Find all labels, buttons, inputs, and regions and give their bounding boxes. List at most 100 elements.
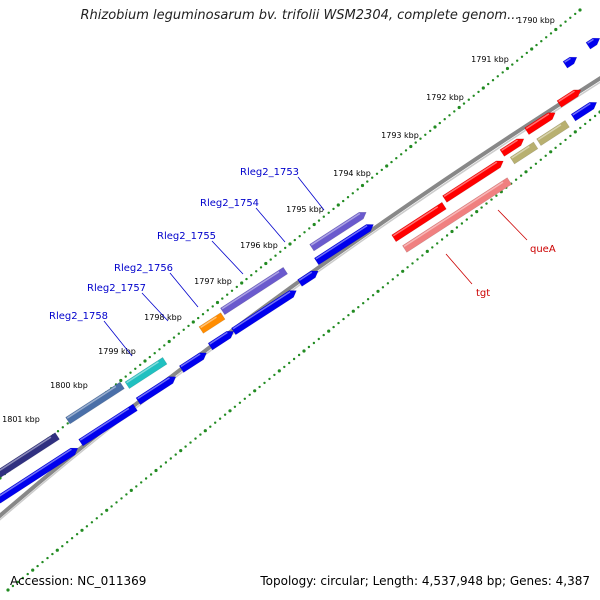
- outer-tick-dot: [255, 270, 258, 273]
- inner-tick-dot: [440, 238, 444, 241]
- outer-tick-dot: [274, 254, 277, 257]
- inner-tick-dot: [31, 568, 35, 572]
- outer-tick-dot: [167, 339, 171, 344]
- outer-tick-dot: [574, 12, 577, 16]
- inner-tick-dot: [61, 545, 64, 548]
- inner-tick-dot: [100, 513, 103, 516]
- outer-tick-dot: [148, 355, 151, 359]
- inner-tick-dot: [544, 154, 547, 157]
- inner-tick-dot: [559, 142, 562, 146]
- outer-tick-dot: [226, 293, 229, 296]
- inner-tick-dot: [534, 162, 538, 165]
- inner-tick-dot: [411, 262, 414, 265]
- outer-tick-dot: [535, 43, 538, 47]
- outer-tick-dot: [187, 324, 190, 328]
- inner-tick-dot: [376, 289, 380, 293]
- inner-tick-dot: [209, 425, 212, 428]
- inner-tick-dot: [164, 461, 168, 464]
- inner-tick-dot: [307, 345, 311, 349]
- outer-tick-dot: [139, 363, 142, 367]
- inner-tick-dot: [421, 254, 424, 257]
- outer-tick-dot: [129, 371, 132, 374]
- inner-tick-dot: [120, 497, 123, 500]
- outer-tick-dot: [477, 90, 480, 94]
- inner-tick-dot: [21, 576, 24, 580]
- gene-feature-inner: [297, 270, 319, 287]
- inner-tick-dot: [135, 485, 138, 488]
- inner-tick-dot: [485, 202, 488, 205]
- inner-tick-dot: [514, 178, 518, 181]
- inner-tick-dot: [297, 353, 301, 357]
- outer-tick-dot: [481, 86, 485, 90]
- inner-tick-dot: [416, 258, 419, 261]
- inner-tick-dot: [46, 556, 49, 560]
- rna-label-leader: [497, 209, 528, 241]
- outer-tick-dot: [250, 274, 253, 277]
- inner-tick-dot: [362, 302, 365, 305]
- inner-tick-dot: [11, 584, 15, 588]
- outer-tick-dot: [191, 320, 195, 324]
- inner-tick-dot: [214, 421, 217, 424]
- outer-tick-dot: [303, 231, 306, 234]
- inner-tick-dot: [179, 449, 183, 453]
- outer-tick-dot: [366, 180, 369, 183]
- outer-tick-dot: [360, 183, 365, 188]
- gene-label-leader: [211, 240, 244, 275]
- outer-tick-dot: [525, 51, 528, 55]
- outer-tick-dot: [158, 348, 161, 351]
- outer-tick-dot: [409, 144, 413, 149]
- outer-tick-dot: [293, 238, 296, 242]
- inner-tick-dot: [6, 588, 10, 592]
- outer-tick-dot: [269, 258, 272, 261]
- outer-tick-dot: [215, 300, 220, 305]
- gene-label: Rleg2_1757: [87, 283, 146, 294]
- outer-tick-dot: [448, 114, 451, 117]
- gene-feature-inner: [207, 331, 235, 351]
- inner-tick-dot: [51, 552, 54, 556]
- outer-tick-dot: [332, 207, 335, 211]
- outer-tick-dot: [342, 199, 345, 203]
- gene-feature-outer: [442, 160, 504, 203]
- inner-tick-dot: [579, 126, 582, 130]
- inner-dotted-tick-track: [6, 110, 600, 592]
- inner-tick-dot: [490, 198, 493, 201]
- outer-tick-dot: [119, 378, 123, 383]
- inner-tick-dot: [263, 381, 266, 385]
- gene-feature-outer: [0, 432, 60, 478]
- tick-label: 1800 kbp: [50, 381, 88, 390]
- inner-tick-dot: [154, 468, 158, 473]
- gene-feature-outer: [65, 381, 125, 425]
- inner-tick-dot: [288, 361, 291, 365]
- gene-feature-outer: [556, 89, 582, 108]
- outer-tick-dot: [424, 133, 427, 136]
- outer-tick-dot: [453, 110, 456, 113]
- genome-stats-label: Topology: circular; Length: 4,537,948 bp…: [260, 574, 590, 588]
- inner-tick-dot: [233, 405, 237, 408]
- inner-tick-dot: [391, 278, 394, 281]
- tick-label: 1798 kbp: [144, 313, 182, 322]
- inner-tick-dot: [174, 453, 177, 456]
- inner-tick-dot: [16, 580, 20, 584]
- outer-tick-dot: [496, 75, 499, 78]
- inner-tick-dot: [238, 401, 242, 404]
- gene-labels: Rleg2_1753 Rleg2_1754 Rleg2_1755 Rleg2_1756…: [49, 167, 556, 357]
- inner-tick-dot: [80, 528, 84, 532]
- outer-tick-dot: [211, 305, 214, 308]
- outer-tick-dot: [554, 27, 558, 32]
- outer-tick-dot: [264, 261, 268, 266]
- rna-gene-label: tgt: [476, 288, 490, 299]
- rna-gene-label: queA: [530, 244, 556, 255]
- inner-tick-dot: [194, 437, 197, 440]
- inner-tick-dot: [475, 210, 479, 214]
- inner-tick-dot: [554, 146, 557, 149]
- gene-features: [0, 37, 600, 504]
- outer-tick-dot: [395, 157, 398, 160]
- outer-tick-dot: [578, 8, 582, 12]
- outer-tick-dot: [245, 277, 248, 281]
- outer-tick-dot: [404, 149, 408, 152]
- gene-feature-inner: [313, 224, 374, 266]
- inner-tick-dot: [90, 521, 94, 524]
- inner-tick-dot: [564, 138, 567, 142]
- inner-tick-dot: [125, 493, 128, 496]
